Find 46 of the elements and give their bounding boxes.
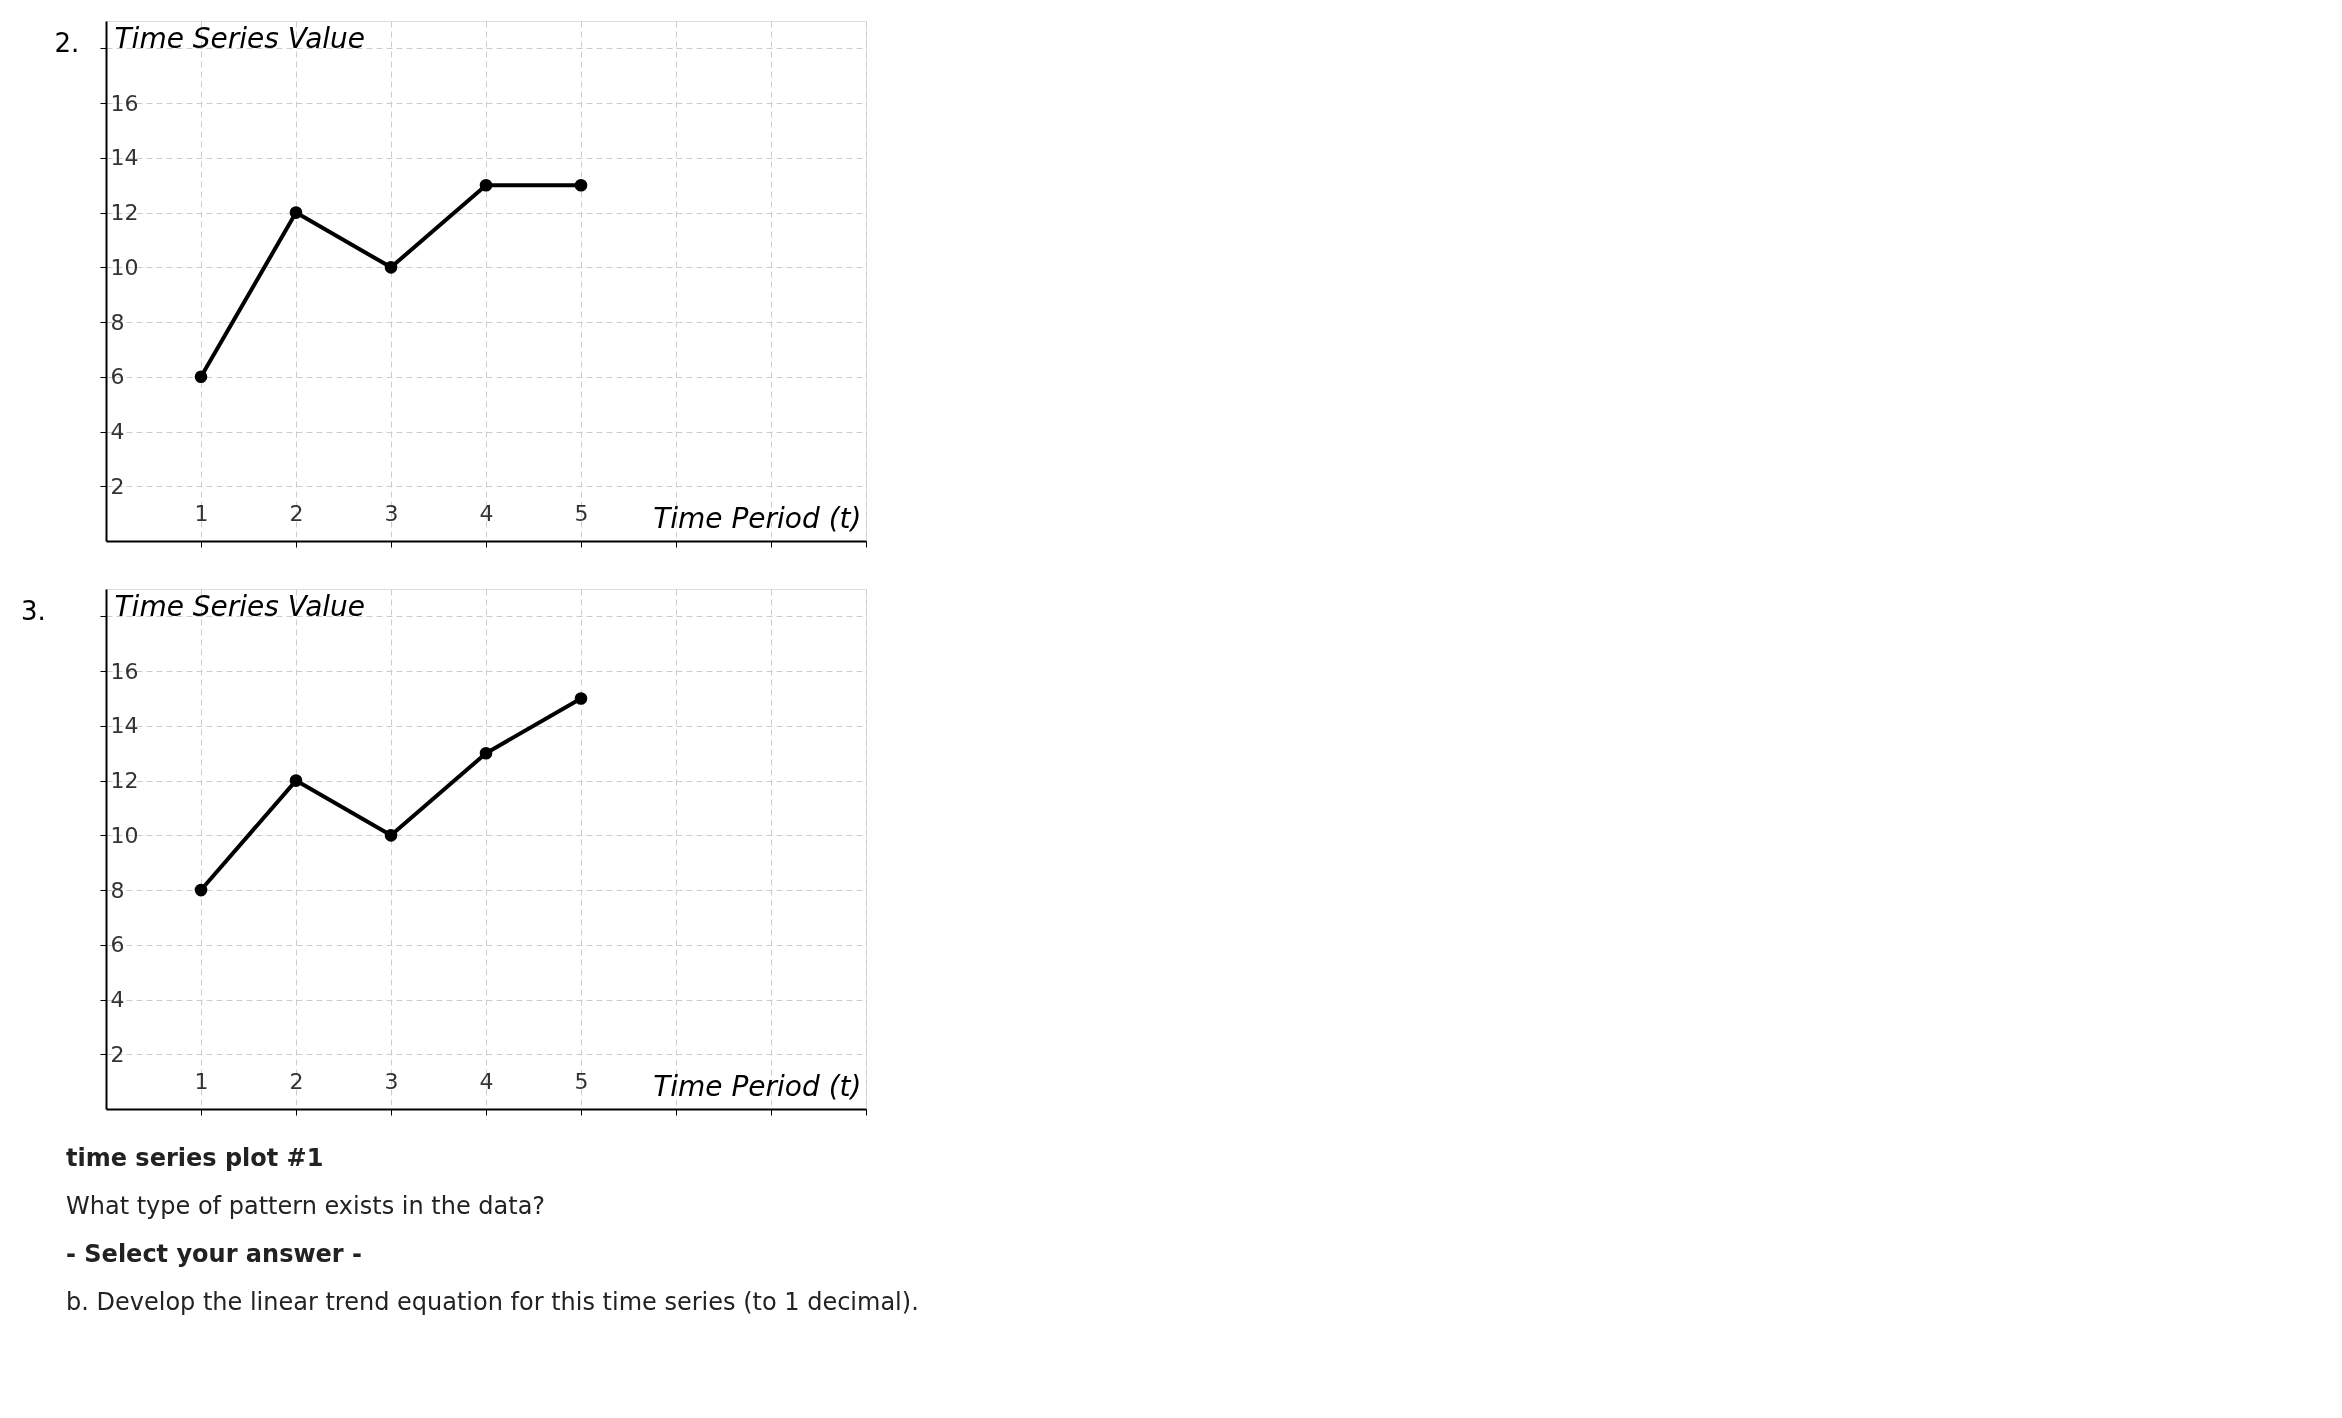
point [479,746,493,760]
x-tick-label: 4 [479,1068,494,1094]
y-tick-label: 14 [110,713,139,739]
point [384,261,398,274]
x-axis-title: Time Period (t) [653,1069,862,1103]
y-tick-label: 2 [110,473,125,499]
y-tick-label: 10 [110,822,139,848]
point [194,370,208,384]
text: time series plot #1 [66,1144,324,1172]
y-tick-label: 8 [110,877,125,903]
x-tick-label: 3 [384,500,399,526]
y-axis-title: Time Series Value [114,589,366,623]
text: - Select your answer - [66,1240,363,1268]
x-axis-title: Time Period (t) [653,501,862,535]
y-axis-title: Time Series Value [114,21,366,55]
x-tick-label: 2 [289,1068,304,1094]
text: What type of pattern exists in the data? [66,1192,546,1220]
text: b. Develop the linear trend equation for this time series (to 1 decimal). [66,1288,919,1316]
x-tick-label: 2 [289,500,304,526]
point [194,883,208,897]
y-tick-label: 14 [110,145,139,171]
point [574,178,588,192]
y-tick-label: 2 [110,1041,125,1067]
chart-title: 2. [54,28,80,58]
y-tick-label: 16 [110,658,139,684]
point [289,206,303,219]
y-tick-label: 6 [110,932,125,958]
y-tick-label: 12 [110,200,139,226]
point [574,692,588,705]
point [479,178,493,192]
x-tick-label: 5 [574,1068,589,1094]
y-tick-label: 4 [110,419,125,445]
point [289,774,303,787]
y-tick-label: 10 [110,254,139,280]
point [384,829,398,842]
y-tick-label: 12 [110,768,139,794]
y-tick-label: 8 [110,309,125,335]
chart-title: 3. [21,596,46,626]
y-tick-label: 16 [110,90,139,116]
x-tick-label: 5 [574,500,589,526]
y-tick-label: 4 [110,987,125,1013]
x-tick-label: 4 [479,500,494,526]
x-tick-label: 3 [384,1068,399,1094]
x-tick-label: 1 [194,500,209,526]
x-tick-label: 1 [194,1068,209,1094]
y-tick-label: 6 [110,364,125,390]
